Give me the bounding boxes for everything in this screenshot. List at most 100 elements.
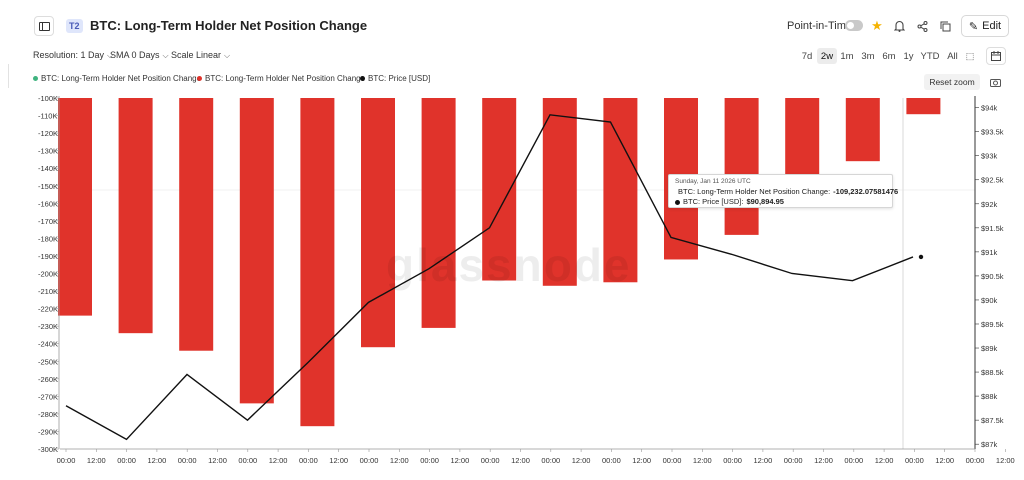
bar-series — [58, 98, 941, 427]
y-left-tick-label: -190K — [38, 252, 58, 261]
y-right-tick-label: $89k — [981, 344, 998, 353]
y-left-tick-label: -300K — [38, 445, 58, 454]
y-left-tick-label: -110K — [38, 112, 57, 121]
tooltip-dot — [675, 199, 680, 205]
x-tick-label: 12:00 — [87, 456, 106, 465]
y-left-tick-label: -100K — [38, 94, 58, 103]
tooltip-value: -109,232.07581476 — [833, 187, 899, 196]
x-tick-label: 00:00 — [966, 456, 985, 465]
y-right-tick-label: $91k — [981, 248, 998, 257]
bell-icon[interactable] — [888, 15, 910, 37]
bar — [179, 98, 214, 351]
x-tick-label: 00:00 — [178, 456, 197, 465]
legend-dot — [33, 76, 38, 81]
x-tick-label: 12:00 — [329, 456, 348, 465]
x-tick-label: 12:00 — [451, 456, 470, 465]
x-tick-label: 00:00 — [57, 456, 76, 465]
sidebar-toggle-button[interactable] — [34, 16, 54, 36]
y-right-tick-label: $92k — [981, 200, 998, 209]
range-1y-button[interactable]: 1y — [903, 50, 914, 62]
range-ytd-button[interactable]: YTD — [920, 50, 940, 62]
y-left-tick-label: -250K — [38, 357, 58, 366]
legend-label: BTC: Price [USD] — [368, 74, 431, 83]
chart-controls: Resolution: 1 Day ⌵ SMA 0 Days ⌵ Scale Lin… — [0, 44, 1024, 70]
y-right-tick-label: $90k — [981, 296, 998, 305]
copy-icon[interactable] — [934, 15, 956, 37]
tooltip-label: BTC: Long-Term Holder Net Position Chang… — [678, 187, 831, 196]
point-in-time-toggle[interactable] — [845, 20, 863, 31]
y-left-tick-label: -270K — [38, 392, 58, 401]
x-tick-label: 00:00 — [117, 456, 136, 465]
price-line — [65, 114, 914, 441]
x-tick-label: 12:00 — [632, 456, 651, 465]
sidebar-icon — [38, 21, 50, 31]
y-left-tick-label: -160K — [38, 199, 58, 208]
y-right-tick-label: $89.5k — [981, 320, 1004, 329]
range-7d-button[interactable]: 7d — [801, 50, 813, 62]
legend-item-lth-green[interactable]: BTC: Long-Term Holder Net Position Chang… — [33, 74, 201, 83]
zoom-select-icon[interactable]: ⬚ — [965, 50, 975, 61]
edit-button[interactable]: ✎ Edit — [961, 15, 1009, 37]
range-2w-button[interactable]: 2w — [817, 48, 837, 64]
tooltip-value: $90,894.95 — [746, 197, 784, 206]
x-tick-label: 00:00 — [723, 456, 742, 465]
legend-item-lth-red[interactable]: BTC: Long-Term Holder Net Position Chang… — [197, 74, 365, 83]
page-title: BTC: Long-Term Holder Net Position Chang… — [90, 18, 368, 33]
reset-zoom-button[interactable]: Reset zoom — [924, 74, 980, 90]
x-tick-label: 12:00 — [814, 456, 833, 465]
share-icon[interactable] — [911, 15, 933, 37]
legend-dot — [360, 76, 365, 81]
y-right-tick-label: $92.5k — [981, 176, 1004, 185]
star-icon[interactable]: ★ — [871, 18, 883, 33]
chart-legend: BTC: Long-Term Holder Net Position Chang… — [0, 70, 1024, 88]
bar — [58, 98, 92, 316]
x-tick-label: 12:00 — [996, 456, 1015, 465]
bar — [906, 98, 941, 115]
resolution-select[interactable]: Resolution: 1 Day ⌵ — [33, 50, 113, 61]
x-tick-label: 12:00 — [208, 456, 227, 465]
bar — [603, 98, 638, 283]
x-tick-label: 12:00 — [693, 456, 712, 465]
range-1m-button[interactable]: 1m — [840, 50, 854, 62]
x-tick-label: 00:00 — [663, 456, 682, 465]
scale-select[interactable]: Scale Linear ⌵ — [171, 50, 230, 61]
bar — [542, 98, 577, 286]
bar — [845, 98, 880, 162]
bar — [118, 98, 153, 334]
x-tick-label: 12:00 — [754, 456, 773, 465]
top-bar: T2 BTC: Long-Term Holder Net Position Ch… — [0, 0, 1024, 44]
x-tick-label: 00:00 — [481, 456, 500, 465]
y-right-tick-label: $93.5k — [981, 128, 1004, 137]
calendar-icon[interactable] — [986, 47, 1006, 65]
y-left-tick-label: -180K — [38, 234, 58, 243]
y-left-tick-label: -120K — [38, 129, 58, 138]
x-tick-label: 12:00 — [511, 456, 530, 465]
price-point-marker — [918, 254, 924, 260]
range-all-button[interactable]: All — [947, 50, 958, 62]
bar — [361, 98, 395, 348]
legend-item-price[interactable]: BTC: Price [USD] — [360, 74, 430, 83]
x-tick-label: 12:00 — [572, 456, 591, 465]
y-left-tick-label: -280K — [38, 410, 58, 419]
bar — [785, 98, 820, 176]
tier-badge: T2 — [66, 19, 83, 33]
y-left-tick-label: -140K — [38, 164, 58, 173]
y-left-tick-label: -210K — [38, 287, 58, 296]
sma-select[interactable]: SMA 0 Days ⌵ — [110, 50, 169, 61]
x-tick-label: 00:00 — [602, 456, 621, 465]
tooltip-label: BTC: Price [USD]: — [683, 197, 744, 206]
x-tick-label: 00:00 — [541, 456, 560, 465]
y-left-tick-label: -290K — [38, 427, 58, 436]
x-tick-label: 00:00 — [784, 456, 803, 465]
range-3m-button[interactable]: 3m — [861, 50, 875, 62]
point-in-time-label: Point-in-Time — [787, 20, 852, 32]
range-6m-button[interactable]: 6m — [882, 50, 896, 62]
chevron-down-icon: ⌵ — [224, 51, 231, 60]
bar — [421, 98, 456, 328]
camera-icon[interactable] — [987, 74, 1003, 90]
tooltip-row-price: BTC: Price [USD]: $90,894.95 — [675, 197, 886, 207]
x-tick-label: 12:00 — [390, 456, 409, 465]
y-left-tick-label: -150K — [38, 182, 58, 191]
x-tick-label: 00:00 — [905, 456, 924, 465]
